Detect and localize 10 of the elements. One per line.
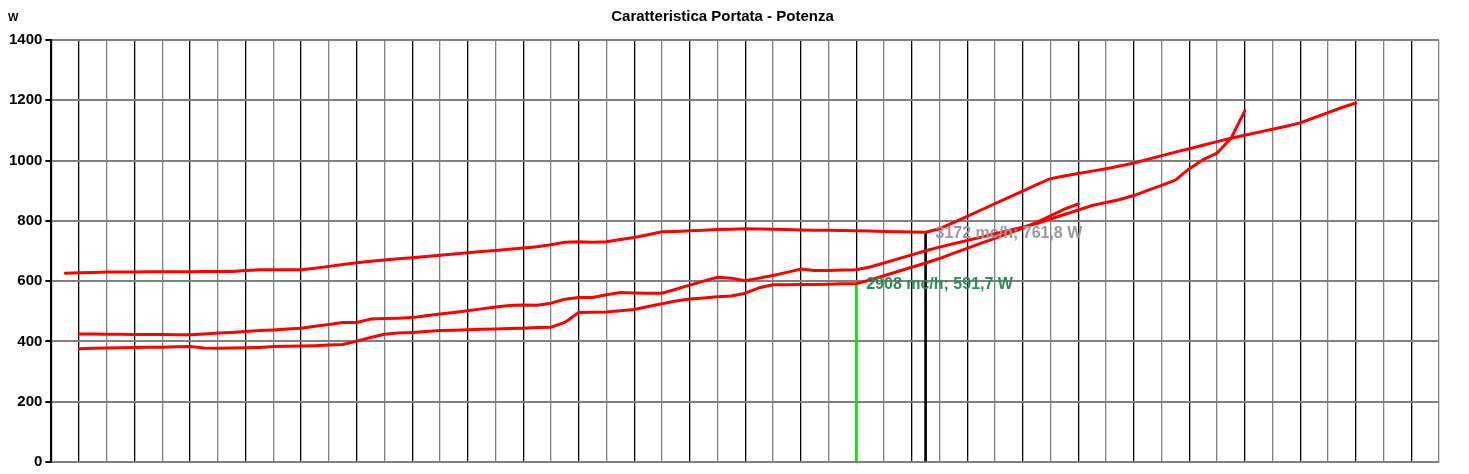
y-tick-label: 400 [17,331,43,349]
y-tick-label: 1200 [8,90,43,108]
chart-title: Caratteristica Portata - Potenza [611,7,835,25]
y-tick-label: 1000 [8,150,43,168]
y-tick-label: 200 [17,391,43,409]
y-tick-label: 1400 [8,30,43,48]
y-tick-label: 0 [34,452,43,470]
y-tick-label: 600 [17,271,43,289]
y-tick-label: 800 [17,211,43,228]
y-axis-title: W [8,11,19,24]
